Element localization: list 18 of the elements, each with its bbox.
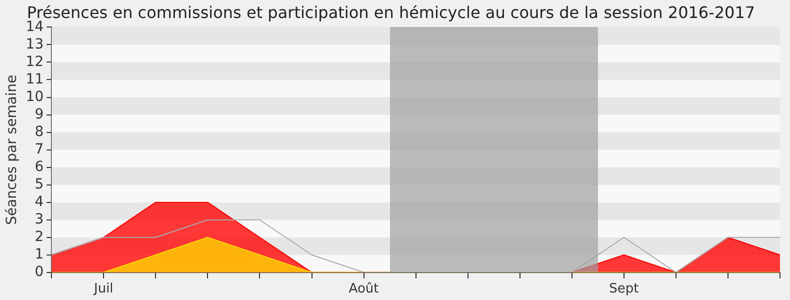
y-tick-label: 10 [26, 88, 44, 105]
y-tick-label: 7 [34, 141, 44, 158]
y-axis-title: Séances par semaine [4, 74, 20, 225]
y-tick-label: 13 [26, 36, 44, 52]
y-tick-label: 4 [34, 194, 44, 210]
y-tick-label: 1 [34, 246, 44, 263]
y-tick-label: 11 [26, 71, 44, 88]
x-tick-label: Août [348, 282, 379, 297]
y-tick-label: 6 [34, 158, 44, 175]
y-tick-label: 9 [34, 106, 44, 122]
y-tick-label: 3 [34, 212, 44, 228]
x-tick-label: Sept [609, 282, 639, 297]
y-tick-label: 5 [34, 176, 44, 192]
y-tick-label: 8 [34, 124, 44, 140]
x-tick-label: Juil [92, 282, 114, 297]
y-tick-label: 0 [34, 264, 44, 280]
y-tick-label: 2 [34, 229, 44, 246]
y-tick-label: 12 [26, 54, 44, 70]
